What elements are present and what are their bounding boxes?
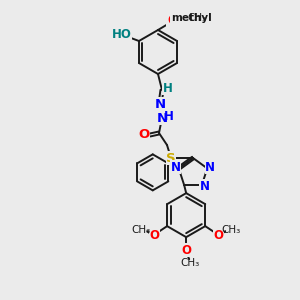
Text: N: N — [154, 98, 166, 110]
Text: H: H — [163, 82, 173, 94]
Text: N: N — [200, 180, 210, 193]
Text: CH₃: CH₃ — [181, 258, 200, 268]
Text: N: N — [205, 161, 215, 174]
Text: S: S — [166, 152, 176, 164]
Text: methyl: methyl — [171, 13, 212, 23]
Text: O: O — [213, 229, 223, 242]
Text: N: N — [171, 161, 181, 174]
Text: O: O — [167, 14, 177, 26]
Text: CH₃: CH₃ — [187, 13, 206, 23]
Text: HO: HO — [112, 28, 132, 41]
Text: O: O — [138, 128, 150, 142]
Text: O: O — [181, 244, 191, 256]
Text: CH₃: CH₃ — [131, 225, 151, 235]
Text: O: O — [149, 229, 159, 242]
Text: H: H — [164, 110, 174, 122]
Text: N: N — [156, 112, 168, 124]
Text: CH₃: CH₃ — [222, 225, 241, 235]
